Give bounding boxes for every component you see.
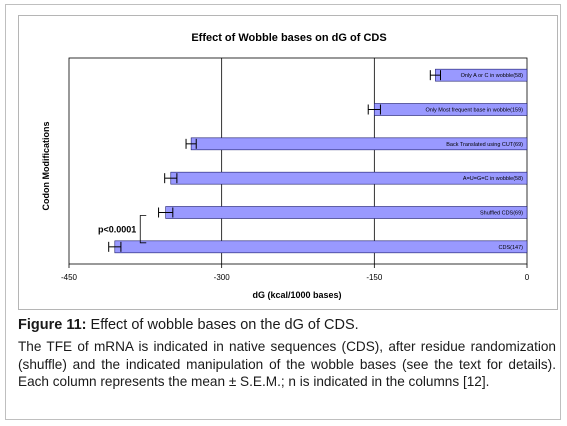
bar-label: Shuffled CDS(69): [480, 211, 523, 217]
significance-bracket: [139, 215, 147, 244]
bar-label: Only A or C in wobble(58): [461, 73, 524, 79]
bar: [114, 240, 528, 254]
caption-body: The TFE of mRNA is indicated in native s…: [18, 339, 556, 389]
caption-label: Figure 11:: [18, 317, 87, 333]
bar-label: A=U=G=C in wobble(58): [463, 176, 523, 182]
bar-label: Back Translated using CUT(69): [446, 142, 523, 148]
bar-label: Only Most frequent base in wobble(159): [425, 108, 523, 114]
bar-label: CDS(147): [499, 245, 524, 251]
bar-chart: Effect of Wobble bases on dG of CDS Codo…: [41, 32, 530, 300]
x-tick-label: -300: [214, 273, 231, 282]
x-tick-label: -150: [366, 273, 383, 282]
caption-title-line: Figure 11: Effect of wobble bases on the…: [18, 316, 556, 334]
chart-container: Effect of Wobble bases on dG of CDS Codo…: [18, 15, 558, 310]
plot-area: [68, 57, 528, 265]
caption-title: Effect of wobble bases on the dG of CDS.: [90, 317, 359, 333]
figure-frame: Effect of Wobble bases on dG of CDS Codo…: [5, 4, 561, 420]
chart-title: Effect of Wobble bases on dG of CDS: [191, 32, 386, 44]
figure-caption: Figure 11: Effect of wobble bases on the…: [18, 316, 556, 391]
bar: [165, 206, 528, 219]
x-axis-label: dG (kcal/1000 bases): [252, 290, 341, 300]
y-axis-label: Codon Modifications: [41, 122, 51, 211]
x-tick-label: -450: [61, 273, 78, 282]
x-tick-label: 0: [525, 273, 530, 282]
p-value-annotation: p<0.0001: [98, 225, 136, 235]
